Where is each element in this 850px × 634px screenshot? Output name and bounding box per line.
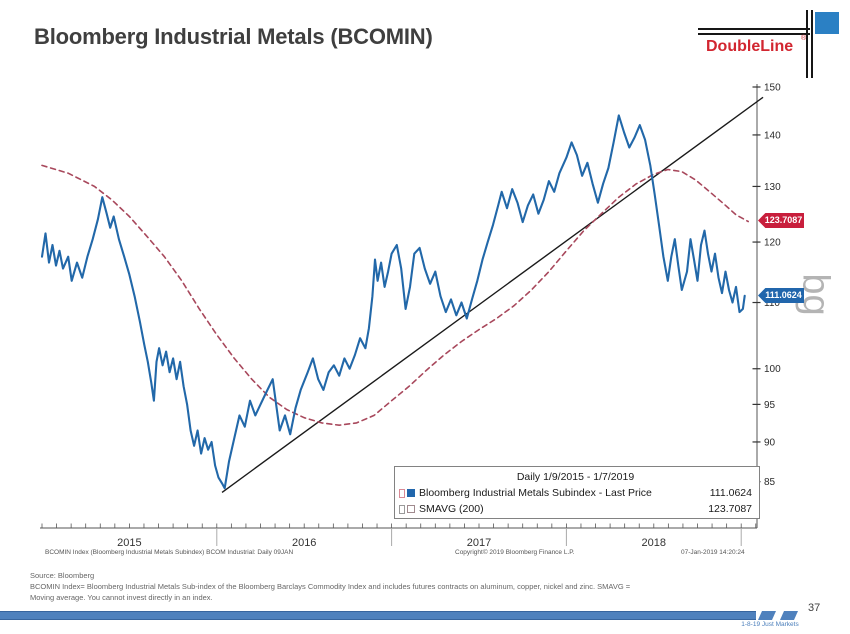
- bloomberg-ticker-note: BCOMIN Index (Bloomberg Industrial Metal…: [45, 549, 294, 556]
- legend-label: SMAVG (200): [419, 503, 484, 515]
- page-number: 37: [808, 602, 821, 614]
- svg-text:120: 120: [764, 238, 781, 249]
- svg-text:130: 130: [764, 182, 781, 193]
- svg-text:85: 85: [764, 477, 776, 488]
- legend-value: 123.7087: [708, 503, 752, 515]
- svg-text:95: 95: [764, 400, 776, 411]
- smavg-series-marker-icon: [407, 505, 415, 513]
- logo-horizontal-line: [698, 28, 810, 30]
- chart-legend: Daily 1/9/2015 - 1/7/2019 Bloomberg Indu…: [394, 466, 760, 519]
- price-series-marker-icon: [407, 489, 415, 497]
- logo-horizontal-line: [698, 33, 810, 35]
- legend-toggle-icon: [399, 488, 405, 498]
- registered-mark: ®: [801, 35, 807, 42]
- svg-text:150: 150: [764, 83, 781, 94]
- legend-value: 111.0624: [709, 487, 752, 499]
- logo-wordmark: DoubleLine: [706, 38, 794, 55]
- last-price-badge: 111.0624: [758, 288, 804, 303]
- footer-bar: [0, 611, 756, 620]
- svg-text:2016: 2016: [292, 537, 316, 549]
- legend-toggle-icon: [399, 504, 405, 514]
- source-text: Source: Bloomberg: [30, 571, 95, 580]
- legend-period: Daily 1/9/2015 - 1/7/2019: [516, 471, 635, 483]
- svg-text:2017: 2017: [467, 537, 491, 549]
- smavg-price-badge: 123.7087: [758, 213, 804, 228]
- page-title: Bloomberg Industrial Metals (BCOMIN): [34, 24, 433, 49]
- logo-vertical-line: [811, 10, 813, 78]
- doubleline-logo: DoubleLine ®: [698, 8, 848, 82]
- smavg-line: [41, 164, 749, 426]
- axes: 85 90 95 100 110 120 130 140 150 2015 2016 2017 2018: [40, 83, 781, 549]
- svg-text:2015: 2015: [117, 537, 141, 549]
- svg-text:2018: 2018: [642, 537, 666, 549]
- bloomberg-copyright-note: Copyright© 2019 Bloomberg Finance L.P.: [455, 549, 575, 556]
- legend-label: Bloomberg Industrial Metals Subindex - L…: [419, 487, 652, 499]
- legend-row-price: Bloomberg Industrial Metals Subindex - L…: [399, 485, 752, 501]
- footer-caption: 1-8-19 Just Markets: [741, 621, 799, 628]
- svg-text:90: 90: [764, 437, 776, 448]
- svg-text:110: 110: [764, 298, 780, 309]
- price-line: [40, 114, 746, 490]
- disclaimer-line-1: BCOMIN Index= Bloomberg Industrial Metal…: [30, 582, 631, 591]
- disclaimer-text: BCOMIN Index= Bloomberg Industrial Metal…: [30, 582, 830, 603]
- svg-text:100: 100: [764, 364, 781, 375]
- trend-line: [221, 96, 764, 493]
- bloomberg-timestamp: 07-Jan-2019 14:20:24: [681, 549, 745, 556]
- logo-blue-square: [815, 12, 839, 34]
- legend-row-smavg: SMAVG (200) 123.7087: [399, 501, 752, 517]
- svg-text:140: 140: [764, 130, 781, 141]
- disclaimer-line-2: Moving average. You cannot invest direct…: [30, 592, 213, 602]
- logo-vertical-line: [806, 10, 808, 78]
